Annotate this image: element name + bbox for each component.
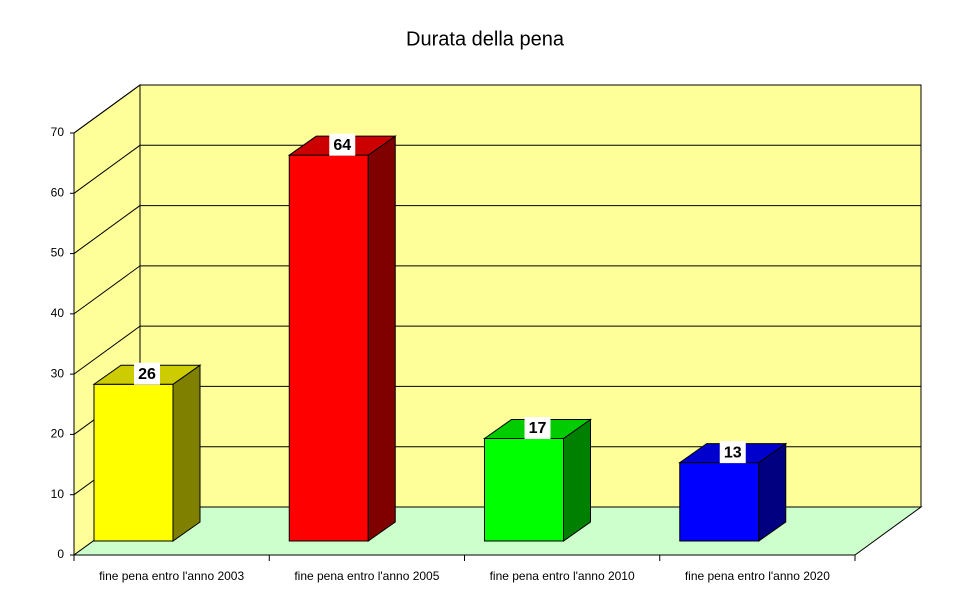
bar-front	[484, 438, 564, 542]
grid-line	[73, 265, 141, 315]
grid-line	[73, 325, 141, 375]
bar-side	[563, 418, 591, 542]
bar-front	[288, 154, 369, 542]
x-tick-label: fine pena entro l'anno 2020	[685, 569, 830, 583]
value-label-box	[134, 362, 160, 385]
bar	[287, 135, 397, 542]
chart-title: Durata della pena	[406, 28, 565, 50]
y-tick-label: 50	[51, 246, 65, 260]
bar-side	[172, 364, 201, 542]
grid-line	[73, 144, 141, 194]
bar	[92, 364, 202, 542]
value-label: 64	[333, 137, 351, 154]
y-tick-label: 10	[51, 487, 65, 501]
value-label-box	[719, 441, 746, 464]
grid-line	[73, 205, 141, 254]
bar	[678, 442, 788, 542]
value-label: 26	[138, 366, 156, 383]
y-tick-label: 0	[57, 547, 64, 561]
bar-side	[367, 135, 396, 542]
bar	[482, 418, 593, 542]
y-tick-label: 30	[51, 366, 65, 380]
value-label-box	[329, 133, 356, 156]
y-tick-label: 70	[51, 125, 65, 139]
x-tick-label: fine pena entro l'anno 2005	[294, 569, 439, 583]
grid-line	[73, 84, 141, 134]
value-label-box	[524, 417, 551, 440]
value-label: 13	[724, 444, 742, 461]
y-tick-label: 60	[51, 185, 65, 199]
bar-front	[679, 462, 760, 542]
value-label: 17	[529, 420, 547, 437]
x-tick-label: fine pena entro l'anno 2003	[99, 569, 244, 583]
bar-front	[93, 383, 174, 542]
y-tick-label: 20	[51, 427, 65, 441]
x-tick-label: fine pena entro l'anno 2010	[490, 569, 635, 583]
y-tick-label: 40	[51, 306, 65, 320]
